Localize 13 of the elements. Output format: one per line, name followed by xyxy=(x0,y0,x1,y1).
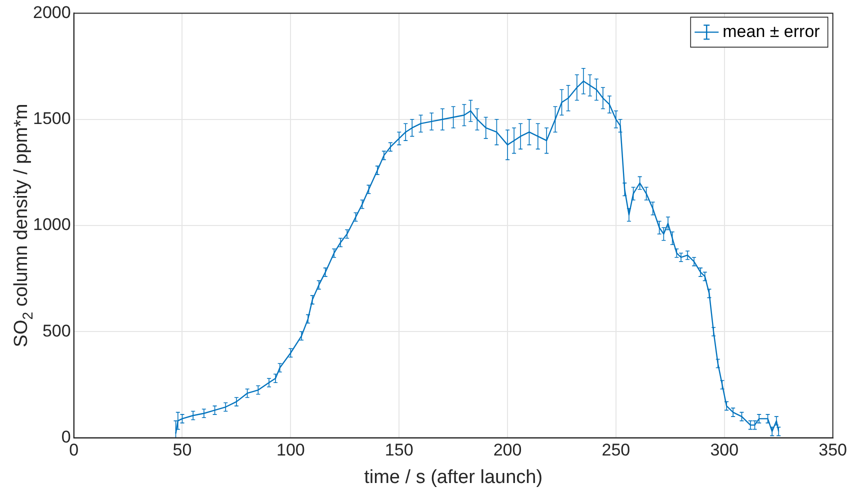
y-tick-label: 0 xyxy=(61,427,71,446)
x-axis-title: time / s (after launch) xyxy=(364,466,543,488)
x-tick-label: 300 xyxy=(710,440,739,460)
x-tick-label: 250 xyxy=(602,440,630,460)
y-tick-label: 500 xyxy=(42,321,71,340)
x-tick-label: 350 xyxy=(818,440,848,460)
x-tick-label: 100 xyxy=(276,440,305,460)
x-tick-label: 150 xyxy=(384,440,414,460)
x-tick-label: 200 xyxy=(493,440,522,460)
legend-label: mean ± error xyxy=(722,22,820,41)
y-tick-label: 1500 xyxy=(32,109,71,128)
x-tick-label: 50 xyxy=(172,440,192,460)
y-tick-label: 2000 xyxy=(32,2,71,22)
